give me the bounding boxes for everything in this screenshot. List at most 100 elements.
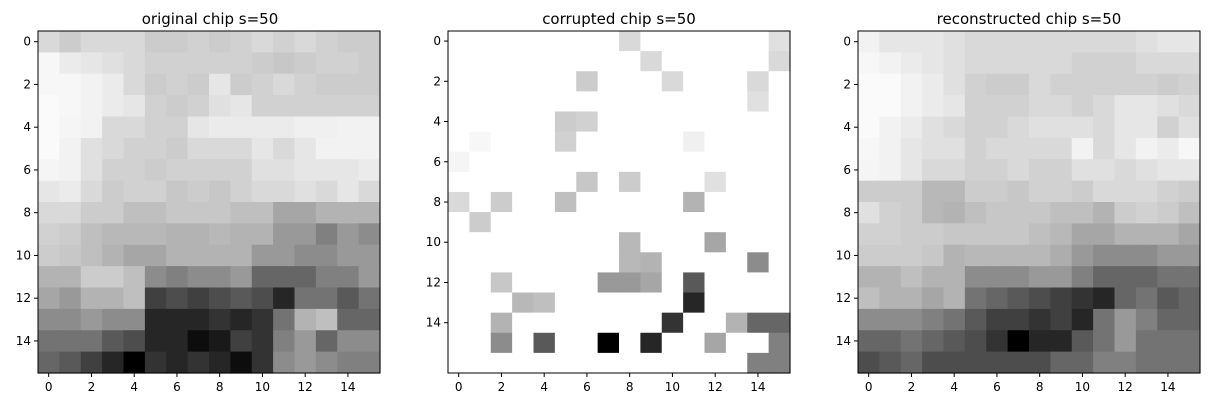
heatmap-cell <box>1050 52 1073 75</box>
heatmap-cell <box>358 223 381 246</box>
heatmap-cell <box>337 31 360 53</box>
heatmap-cell <box>358 308 381 331</box>
heatmap-cell <box>1178 73 1201 96</box>
heatmap-cell <box>1071 266 1094 289</box>
heatmap-cell <box>337 244 360 267</box>
heatmap-cell <box>597 272 620 294</box>
heatmap-cell <box>59 180 82 203</box>
heatmap-cell <box>1050 73 1073 96</box>
subplot-title: original chip s=50 <box>142 10 279 28</box>
heatmap-cell <box>337 73 360 96</box>
heatmap-cell <box>533 131 556 153</box>
heatmap-cell <box>469 51 492 72</box>
heatmap-cell <box>768 171 791 193</box>
heatmap-cell <box>1007 180 1030 203</box>
heatmap-cell <box>448 111 470 133</box>
heatmap-cell <box>879 180 902 203</box>
heatmap-cell <box>469 272 492 294</box>
heatmap-cell <box>123 308 146 331</box>
heatmap-cell <box>597 312 620 334</box>
heatmap-cell <box>597 191 620 213</box>
heatmap-cell <box>490 312 513 334</box>
heatmap-cell <box>448 191 470 213</box>
heatmap-cell <box>102 223 125 246</box>
heatmap-cell <box>619 31 641 52</box>
heatmap-cell <box>512 292 535 314</box>
heatmap-cell <box>768 332 791 354</box>
heatmap-cell <box>469 212 492 233</box>
plot-frame <box>857 30 1201 374</box>
heatmap-cell <box>1093 116 1116 139</box>
heatmap-cell <box>640 352 663 374</box>
heatmap-cell <box>1007 73 1030 96</box>
y-tick-label: 14 <box>836 334 851 348</box>
heatmap-cell <box>187 31 210 53</box>
x-tick-label: 12 <box>298 380 313 394</box>
heatmap-cell <box>747 332 770 354</box>
y-tick-label: 8 <box>433 195 441 209</box>
heatmap-cell <box>59 116 82 139</box>
heatmap-cell <box>59 202 82 224</box>
heatmap-cell <box>59 287 82 310</box>
heatmap-cell <box>187 308 210 331</box>
heatmap-cell <box>102 180 125 203</box>
heatmap-cell <box>80 330 103 353</box>
heatmap-cell <box>725 111 748 133</box>
subplot-original: original chip s=50 0 2 4 6 8 10 12 14 0 2 4 6 8 10 12 1… <box>16 10 381 394</box>
heatmap-cell <box>964 244 987 267</box>
heatmap-cell <box>1050 287 1073 310</box>
heatmap-cell <box>964 137 987 160</box>
heatmap-cell <box>1157 202 1180 224</box>
heatmap-cell <box>187 52 210 75</box>
heatmap-cell <box>273 52 296 75</box>
heatmap-cell <box>123 202 146 224</box>
heatmap-cell <box>879 52 902 75</box>
heatmap-cell <box>123 223 146 246</box>
heatmap-cell <box>1071 31 1094 53</box>
heatmap-cell <box>943 351 966 374</box>
heatmap-cells <box>38 31 381 374</box>
heatmap-cell <box>554 151 577 173</box>
heatmap-cell <box>619 71 641 92</box>
heatmap-cell <box>554 111 577 133</box>
heatmap-cell <box>1178 308 1201 331</box>
x-tick-label: 2 <box>908 380 916 394</box>
heatmap-cell <box>986 159 1009 182</box>
heatmap-cell <box>964 351 987 374</box>
heatmap-cell <box>315 223 338 246</box>
heatmap-cell <box>469 71 492 92</box>
heatmap-cell <box>358 266 381 289</box>
heatmap-cell <box>683 111 706 133</box>
heatmap-cell <box>619 292 641 314</box>
heatmap-cell <box>683 191 706 213</box>
heatmap-cell <box>1114 351 1137 374</box>
heatmap-cell <box>1071 73 1094 96</box>
heatmap-cell <box>704 292 727 314</box>
heatmap-cell <box>768 71 791 92</box>
heatmap-cell <box>123 52 146 75</box>
heatmap-cell <box>986 116 1009 139</box>
heatmap-cell <box>490 91 513 113</box>
heatmap-cell <box>725 252 748 274</box>
heatmap-cell <box>294 330 317 353</box>
heatmap-cell <box>448 232 470 253</box>
heatmap-cell <box>1157 73 1180 96</box>
heatmap-cell <box>1135 159 1158 182</box>
heatmap-cell <box>59 244 82 267</box>
heatmap-cell <box>337 159 360 182</box>
heatmap-cell <box>900 266 923 289</box>
heatmap-cell <box>597 51 620 72</box>
heatmap-cell <box>922 202 945 224</box>
heatmap-cell <box>1178 159 1201 182</box>
x-tick-label: 2 <box>498 380 506 394</box>
heatmap-cell <box>1093 202 1116 224</box>
heatmap-cell <box>747 71 770 92</box>
heatmap-cell <box>986 330 1009 353</box>
heatmap-cell <box>38 137 60 160</box>
heatmap-cell <box>1114 244 1137 267</box>
heatmap-cell <box>1071 159 1094 182</box>
heatmap-cell <box>704 111 727 133</box>
heatmap-cell <box>704 151 727 173</box>
heatmap-cell <box>597 71 620 92</box>
heatmap-cell <box>1114 180 1137 203</box>
